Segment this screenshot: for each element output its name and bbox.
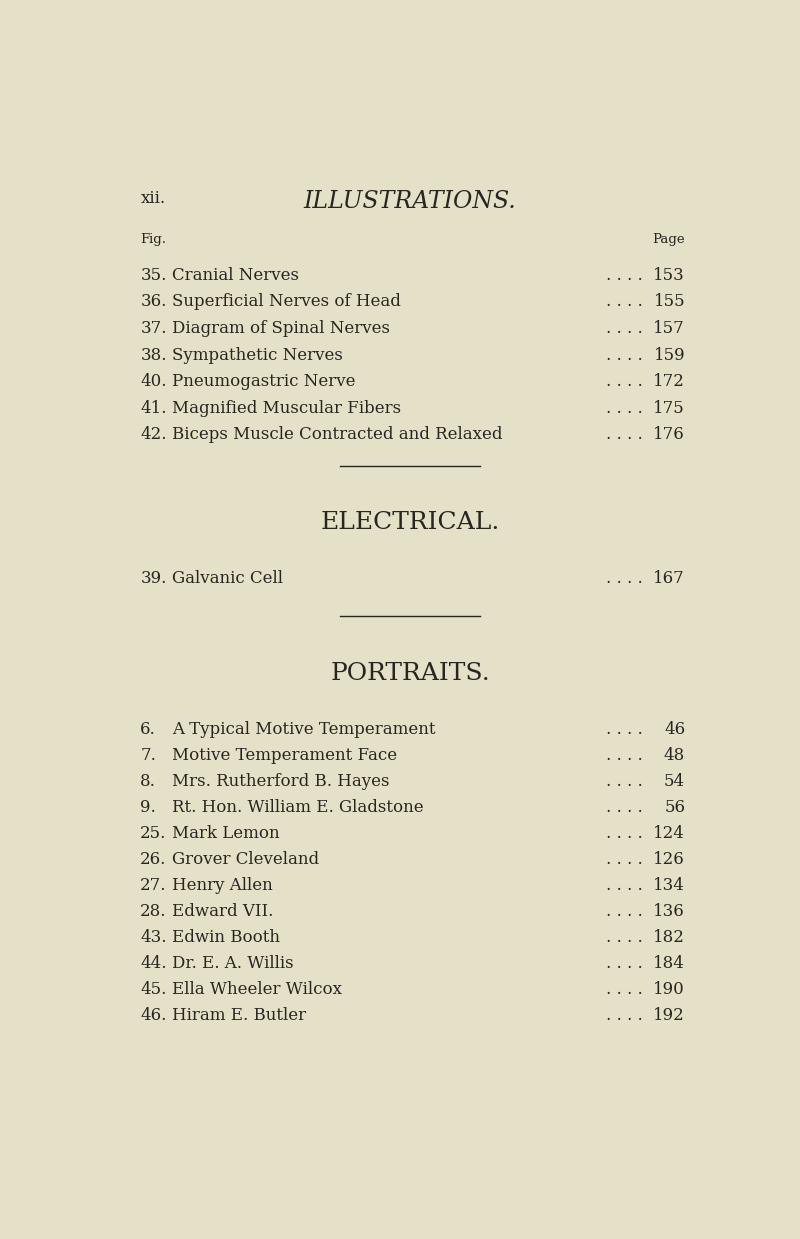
Text: 54: 54 xyxy=(664,773,685,789)
Text: . . . .: . . . . xyxy=(606,877,642,893)
Text: Pneumogastric Nerve: Pneumogastric Nerve xyxy=(172,373,355,390)
Text: 41.: 41. xyxy=(140,400,167,416)
Text: 48: 48 xyxy=(664,747,685,763)
Text: Mrs. Rutherford B. Hayes: Mrs. Rutherford B. Hayes xyxy=(172,773,390,789)
Text: . . . .: . . . . xyxy=(606,570,642,587)
Text: 38.: 38. xyxy=(140,347,167,363)
Text: 184: 184 xyxy=(654,955,685,971)
Text: Motive Temperament Face: Motive Temperament Face xyxy=(172,747,397,763)
Text: Henry Allen: Henry Allen xyxy=(172,877,273,893)
Text: 37.: 37. xyxy=(140,320,167,337)
Text: Fig.: Fig. xyxy=(140,233,166,245)
Text: Sympathetic Nerves: Sympathetic Nerves xyxy=(172,347,343,363)
Text: 175: 175 xyxy=(654,400,685,416)
Text: Edward VII.: Edward VII. xyxy=(172,903,274,919)
Text: Galvanic Cell: Galvanic Cell xyxy=(172,570,283,587)
Text: . . . .: . . . . xyxy=(606,825,642,841)
Text: 39.: 39. xyxy=(140,570,166,587)
Text: ELECTRICAL.: ELECTRICAL. xyxy=(320,510,500,534)
Text: . . . .: . . . . xyxy=(606,903,642,919)
Text: Edwin Booth: Edwin Booth xyxy=(172,929,280,945)
Text: 172: 172 xyxy=(654,373,685,390)
Text: Biceps Muscle Contracted and Relaxed: Biceps Muscle Contracted and Relaxed xyxy=(172,426,502,444)
Text: xii.: xii. xyxy=(140,191,166,207)
Text: 134: 134 xyxy=(654,877,685,893)
Text: . . . .: . . . . xyxy=(606,773,642,789)
Text: 44.: 44. xyxy=(140,955,167,971)
Text: Grover Cleveland: Grover Cleveland xyxy=(172,851,319,867)
Text: 46.: 46. xyxy=(140,1007,166,1023)
Text: Magnified Muscular Fibers: Magnified Muscular Fibers xyxy=(172,400,401,416)
Text: Page: Page xyxy=(653,233,685,245)
Text: 136: 136 xyxy=(654,903,685,919)
Text: 56: 56 xyxy=(664,799,685,815)
Text: 8.: 8. xyxy=(140,773,156,789)
Text: 182: 182 xyxy=(654,929,685,945)
Text: 159: 159 xyxy=(654,347,685,363)
Text: Rt. Hon. William E. Gladstone: Rt. Hon. William E. Gladstone xyxy=(172,799,424,815)
Text: 26.: 26. xyxy=(140,851,166,867)
Text: . . . .: . . . . xyxy=(606,294,642,311)
Text: Hiram E. Butler: Hiram E. Butler xyxy=(172,1007,306,1023)
Text: 190: 190 xyxy=(654,981,685,997)
Text: . . . .: . . . . xyxy=(606,799,642,815)
Text: Superficial Nerves of Head: Superficial Nerves of Head xyxy=(172,294,401,311)
Text: Dr. E. A. Willis: Dr. E. A. Willis xyxy=(172,955,294,971)
Text: . . . .: . . . . xyxy=(606,320,642,337)
Text: . . . .: . . . . xyxy=(606,747,642,763)
Text: . . . .: . . . . xyxy=(606,721,642,737)
Text: . . . .: . . . . xyxy=(606,266,642,284)
Text: ILLUSTRATIONS.: ILLUSTRATIONS. xyxy=(304,191,516,213)
Text: 35.: 35. xyxy=(140,266,166,284)
Text: 6.: 6. xyxy=(140,721,156,737)
Text: 124: 124 xyxy=(654,825,685,841)
Text: 40.: 40. xyxy=(140,373,167,390)
Text: 36.: 36. xyxy=(140,294,166,311)
Text: 43.: 43. xyxy=(140,929,167,945)
Text: 9.: 9. xyxy=(140,799,156,815)
Text: 7.: 7. xyxy=(140,747,156,763)
Text: PORTRAITS.: PORTRAITS. xyxy=(330,663,490,685)
Text: 176: 176 xyxy=(654,426,685,444)
Text: . . . .: . . . . xyxy=(606,955,642,971)
Text: . . . .: . . . . xyxy=(606,1007,642,1023)
Text: 27.: 27. xyxy=(140,877,167,893)
Text: . . . .: . . . . xyxy=(606,347,642,363)
Text: A Typical Motive Temperament: A Typical Motive Temperament xyxy=(172,721,435,737)
Text: 46: 46 xyxy=(664,721,685,737)
Text: . . . .: . . . . xyxy=(606,426,642,444)
Text: 126: 126 xyxy=(654,851,685,867)
Text: Cranial Nerves: Cranial Nerves xyxy=(172,266,299,284)
Text: 167: 167 xyxy=(654,570,685,587)
Text: Diagram of Spinal Nerves: Diagram of Spinal Nerves xyxy=(172,320,390,337)
Text: 25.: 25. xyxy=(140,825,166,841)
Text: . . . .: . . . . xyxy=(606,400,642,416)
Text: . . . .: . . . . xyxy=(606,929,642,945)
Text: Mark Lemon: Mark Lemon xyxy=(172,825,280,841)
Text: 153: 153 xyxy=(654,266,685,284)
Text: 42.: 42. xyxy=(140,426,167,444)
Text: 192: 192 xyxy=(654,1007,685,1023)
Text: 45.: 45. xyxy=(140,981,166,997)
Text: . . . .: . . . . xyxy=(606,981,642,997)
Text: . . . .: . . . . xyxy=(606,851,642,867)
Text: . . . .: . . . . xyxy=(606,373,642,390)
Text: 28.: 28. xyxy=(140,903,167,919)
Text: 155: 155 xyxy=(654,294,685,311)
Text: Ella Wheeler Wilcox: Ella Wheeler Wilcox xyxy=(172,981,342,997)
Text: 157: 157 xyxy=(654,320,685,337)
